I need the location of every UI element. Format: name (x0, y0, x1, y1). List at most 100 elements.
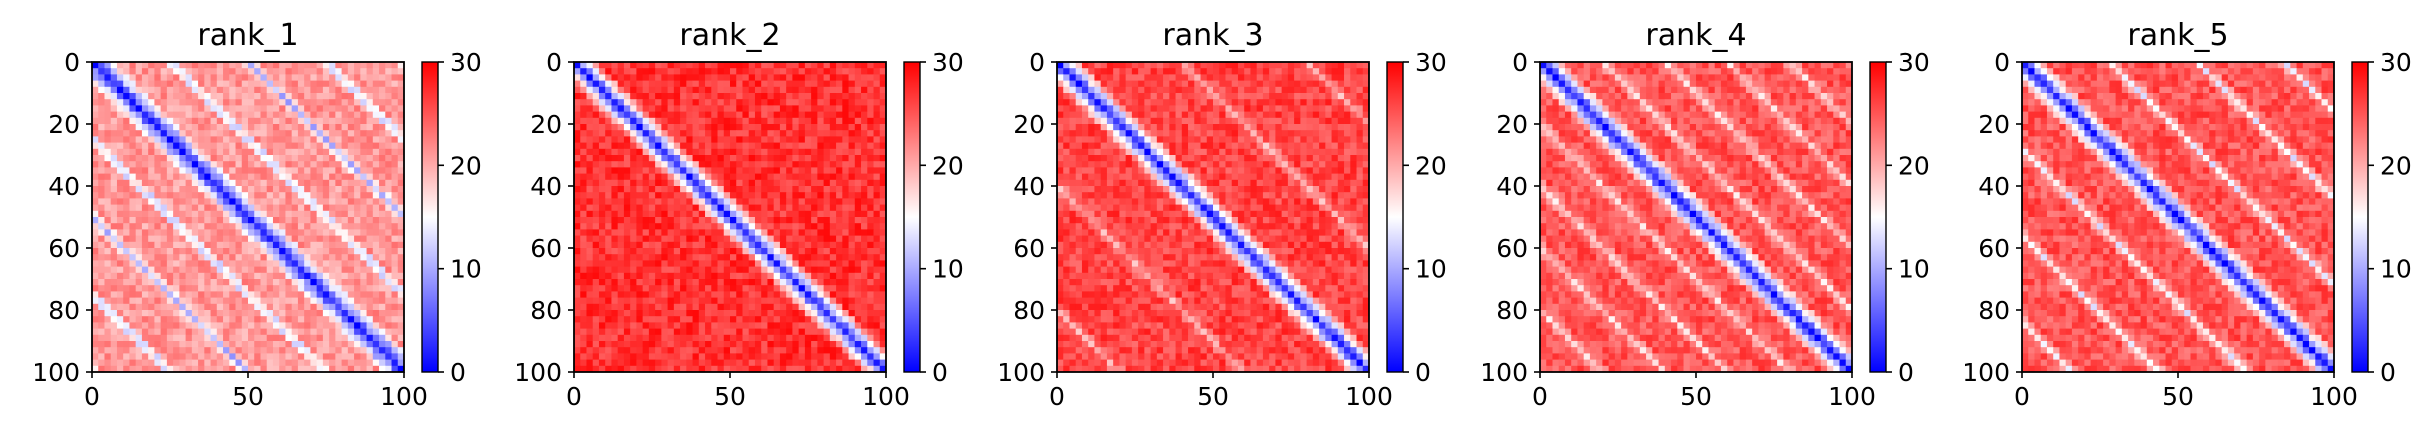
heatmap-cell (580, 266, 587, 274)
heatmap-cell (341, 86, 349, 94)
heatmap-cell (135, 291, 143, 298)
heatmap-cell (216, 130, 224, 137)
heatmap-cell (723, 198, 731, 205)
heatmap-cell (354, 161, 361, 168)
heatmap-cell (623, 111, 631, 119)
heatmap-cell (335, 223, 342, 230)
heatmap-cell (254, 310, 261, 317)
heatmap-cell (798, 341, 806, 348)
heatmap-cell (123, 204, 130, 212)
heatmap-cell (879, 117, 887, 125)
heatmap-cell (605, 136, 612, 143)
heatmap-cell (861, 173, 868, 181)
heatmap-cell (297, 217, 305, 224)
heatmap-cell (185, 148, 193, 156)
heatmap-cell (698, 266, 706, 274)
heatmap-cell (166, 272, 174, 280)
heatmap-cell (279, 322, 286, 329)
heatmap-cell (655, 279, 662, 286)
heatmap-cell (829, 136, 837, 143)
heatmap-cell (304, 124, 311, 131)
heatmap-cell (767, 334, 775, 342)
heatmap-cell (135, 229, 143, 236)
heatmap-cell (661, 248, 668, 255)
heatmap-cell (141, 161, 149, 168)
heatmap-cell (191, 99, 199, 106)
heatmap-cell (798, 111, 806, 119)
heatmap-cell (285, 341, 293, 348)
heatmap-cell (198, 142, 205, 150)
heatmap-cell (861, 148, 868, 156)
heatmap-cell (148, 198, 155, 205)
heatmap-cell (191, 334, 199, 342)
heatmap-cell (842, 192, 849, 199)
heatmap-cell (786, 223, 793, 230)
heatmap-cell (761, 173, 768, 181)
heatmap-cell (873, 217, 881, 224)
heatmap-cell (823, 328, 831, 336)
heatmap-cell (229, 272, 236, 280)
heatmap-cell (148, 328, 155, 336)
heatmap-cell (322, 266, 330, 274)
heatmap-cell (397, 105, 405, 112)
heatmap-cell (642, 62, 650, 69)
heatmap-cell (372, 80, 380, 88)
heatmap-cell (98, 130, 105, 137)
heatmap-cell (723, 310, 731, 317)
heatmap-cell (592, 359, 600, 367)
heatmap-cell (598, 86, 606, 94)
heatmap-cell (804, 285, 812, 292)
heatmap-cell (605, 303, 612, 311)
heatmap-cell (185, 254, 193, 261)
heatmap-cell (667, 117, 675, 125)
heatmap-cell (92, 303, 99, 311)
heatmap-cell (592, 93, 600, 100)
heatmap-cell (285, 111, 293, 119)
heatmap-cell (642, 248, 650, 255)
heatmap-cell (742, 86, 750, 94)
heatmap-cell (285, 235, 293, 243)
heatmap-cell (316, 80, 324, 88)
heatmap-cell (798, 248, 806, 255)
heatmap-cell (92, 99, 99, 106)
heatmap-cell (285, 303, 293, 311)
heatmap-cell (104, 328, 112, 336)
heatmap-cell (354, 223, 361, 230)
heatmap-cell (98, 179, 105, 187)
heatmap-cell (397, 260, 405, 267)
heatmap-cell (617, 241, 625, 249)
heatmap-cell (397, 155, 405, 162)
heatmap-cell (210, 130, 218, 137)
heatmap-cell (310, 142, 318, 150)
heatmap-cell (248, 254, 255, 261)
heatmap-cell (761, 179, 768, 187)
heatmap-cell (110, 148, 118, 156)
heatmap-cell (335, 105, 342, 112)
heatmap-cell (873, 105, 881, 112)
heatmap-cell (854, 142, 862, 150)
heatmap-cell (141, 353, 149, 360)
heatmap-cell (730, 80, 737, 88)
heatmap-cell (116, 229, 124, 236)
heatmap-cell (867, 130, 874, 137)
heatmap-cell (574, 136, 581, 143)
heatmap-cell (148, 347, 155, 354)
heatmap-cell (879, 310, 887, 317)
heatmap-cell (779, 68, 787, 75)
heatmap-cell (592, 310, 600, 317)
heatmap-cell (698, 173, 706, 181)
heatmap-cell (154, 93, 162, 100)
heatmap-cell (360, 192, 367, 199)
heatmap-cell (586, 148, 594, 156)
heatmap-cell (705, 204, 712, 212)
heatmap-cell (379, 266, 386, 274)
heatmap-cell (135, 254, 143, 261)
heatmap-cell (836, 148, 843, 156)
heatmap-cell (92, 359, 99, 367)
heatmap-cell (736, 297, 743, 305)
heatmap-cell (586, 260, 594, 267)
heatmap-cell (191, 148, 199, 156)
heatmap-cell (129, 285, 137, 292)
heatmap-cell (110, 328, 118, 336)
heatmap-cell (829, 105, 837, 112)
